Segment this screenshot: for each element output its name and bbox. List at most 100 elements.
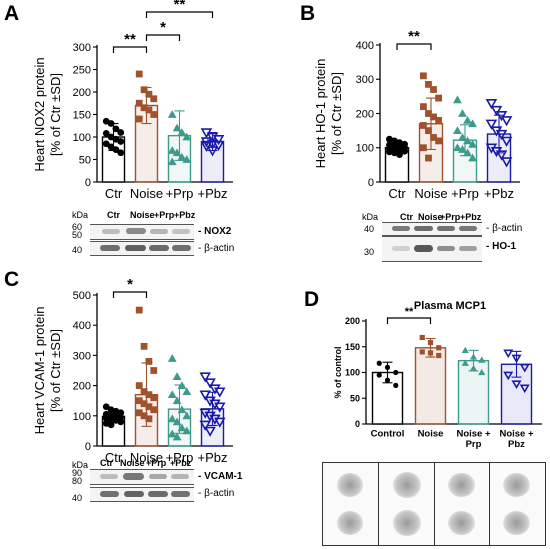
data-point: [172, 396, 182, 405]
data-point: [117, 418, 125, 426]
y-tick-label: 150: [345, 342, 360, 352]
panel-letter-c: C: [4, 268, 20, 291]
significance-bracket: [112, 291, 148, 298]
y-tick-label: 400: [73, 320, 91, 332]
category-label: Noise: [418, 429, 444, 440]
category-label: Noise +: [456, 429, 491, 440]
data-point: [463, 148, 472, 157]
data-point: [500, 157, 513, 168]
bar: [414, 347, 447, 425]
y-tick-label: 100: [345, 368, 360, 378]
y-axis-label: % of control: [333, 347, 343, 399]
blot-lane-label: Noise: [130, 210, 155, 220]
blot-kda-marker: 50: [72, 230, 83, 240]
data-point: [199, 408, 212, 419]
category-label: Ctr: [105, 450, 123, 465]
y-tick-label: 0: [368, 177, 374, 189]
data-point: [102, 140, 110, 148]
blot-kda-marker: 30: [364, 247, 375, 257]
data-point: [199, 390, 212, 401]
y-tick-label: 250: [73, 64, 91, 76]
y-tick-label: 200: [73, 87, 91, 99]
data-point: [140, 412, 148, 420]
data-point: [167, 390, 177, 399]
category-label: +Pbz: [484, 186, 514, 201]
data-point: [145, 415, 153, 423]
data-point: [425, 127, 432, 135]
data-point: [213, 417, 226, 428]
data-point: [135, 409, 143, 417]
data-point: [167, 354, 177, 362]
data-point: [117, 129, 125, 136]
data-point: [204, 378, 216, 389]
y-tick-label: 200: [73, 381, 91, 393]
data-point: [135, 115, 143, 123]
blot-strip: [90, 241, 194, 256]
data-point: [485, 119, 498, 130]
blot-lane-label: +Pbz: [170, 458, 192, 468]
data-point: [112, 146, 120, 154]
data-point: [384, 364, 391, 370]
data-point: [107, 421, 115, 429]
y-tick-label: 100: [73, 411, 91, 423]
data-point: [150, 111, 158, 118]
blot-kda-marker: 60: [72, 222, 83, 232]
data-point: [177, 152, 187, 161]
chart-d: 0 50 100 150 200 % of control Control Noise Nois…: [333, 306, 542, 450]
data-point: [376, 360, 382, 366]
category-label: Control: [371, 429, 405, 440]
data-point: [182, 411, 192, 420]
data-point: [503, 371, 514, 381]
category-label: Prp: [466, 439, 482, 450]
data-point: [204, 426, 216, 437]
category-label: Noise +: [499, 429, 534, 440]
data-point: [393, 382, 399, 388]
data-point: [182, 132, 192, 141]
y-tick-label: 400: [356, 40, 374, 52]
data-point: [140, 86, 148, 94]
blot-row-label: - β-actin: [486, 223, 523, 234]
panel-letter-d: D: [304, 288, 320, 311]
panel-letter-b: B: [300, 2, 316, 25]
data-point: [519, 384, 530, 394]
blot-kda-marker: 90: [72, 468, 83, 478]
blot-strip: [90, 487, 194, 502]
data-point: [167, 414, 177, 423]
data-point: [102, 130, 110, 137]
blot-lane-label: +Prp: [146, 458, 167, 468]
blot-row-label: - NOX2: [198, 226, 232, 237]
data-point: [145, 358, 153, 365]
data-point: [140, 388, 148, 396]
category-label: Ctr: [105, 186, 123, 201]
data-point: [427, 340, 434, 346]
data-point: [135, 70, 143, 78]
blot-row-label: - β-actin: [198, 488, 235, 499]
data-point: [458, 145, 467, 153]
data-point: [485, 99, 498, 110]
significance-bracket: [396, 43, 432, 50]
data-point: [495, 150, 508, 161]
y-tick-label: 50: [79, 154, 91, 166]
data-point: [172, 148, 182, 157]
y-tick-label: 300: [73, 350, 91, 362]
data-point: [511, 354, 522, 364]
data-point: [135, 382, 143, 389]
data-point: [401, 147, 408, 155]
significance-label: **: [174, 0, 186, 13]
blot-kda-marker: 40: [364, 224, 375, 234]
data-point: [430, 134, 437, 141]
significance-bracket: [386, 317, 432, 324]
blot-kda-label: kDa: [72, 210, 89, 220]
data-point: [199, 420, 212, 431]
data-point: [172, 432, 182, 441]
category-label: +Pbz: [198, 186, 228, 201]
data-point: [495, 111, 508, 122]
data-point: [453, 95, 462, 104]
significance-label: **: [405, 306, 414, 318]
category-label: +Prp: [166, 450, 194, 465]
category-label: Noise: [130, 186, 163, 201]
data-point: [430, 113, 437, 121]
data-point: [478, 356, 486, 363]
data-point: [469, 364, 478, 371]
data-point: [461, 346, 469, 353]
